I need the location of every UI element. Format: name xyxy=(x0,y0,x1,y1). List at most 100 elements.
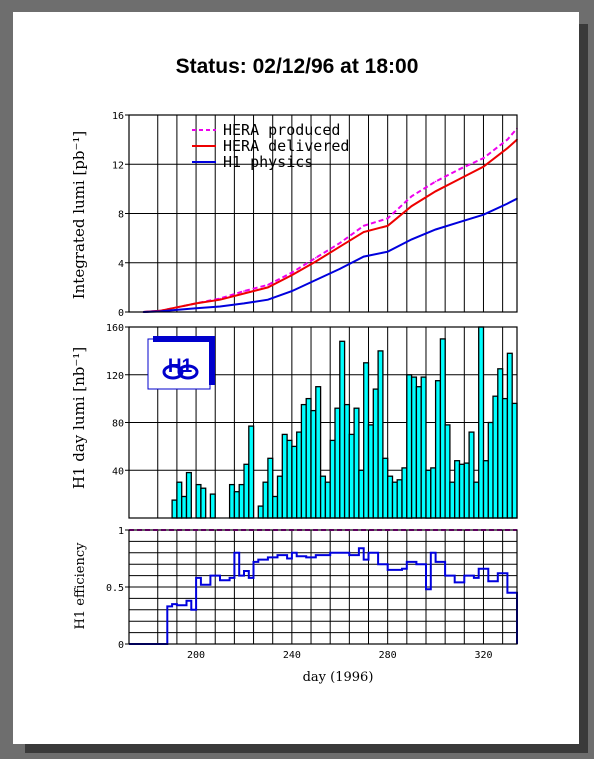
day-lumi-bar xyxy=(228,483,236,519)
day-lumi-bar xyxy=(377,350,384,519)
series-point xyxy=(506,202,509,205)
panel-3-y-tick-label: 0 xyxy=(118,640,124,651)
x-tick-label: 240 xyxy=(283,650,301,661)
day-lumi-bar xyxy=(458,463,465,519)
series-point xyxy=(219,305,221,308)
series-point xyxy=(506,138,509,141)
day-lumi-bar xyxy=(181,495,188,519)
legend: HERA produced HERA delivered H1 physics xyxy=(192,121,349,171)
series-point xyxy=(243,302,245,305)
panel2-ylabel: H1 day lumi [nb⁻¹] xyxy=(70,347,88,489)
series-point xyxy=(171,309,173,312)
day-lumi-bar xyxy=(492,395,499,519)
h1-logo-text: H1 xyxy=(168,356,193,377)
day-lumi-bar xyxy=(238,483,245,519)
series-point xyxy=(434,180,437,183)
series-point xyxy=(315,257,317,259)
day-lumi-bar xyxy=(281,433,288,519)
h1-logo-ring-left xyxy=(162,364,184,380)
series-point xyxy=(434,190,437,193)
series-point xyxy=(506,147,509,149)
day-lumi-bar xyxy=(449,481,456,519)
series-point xyxy=(482,157,485,159)
efficiency-step-line xyxy=(129,547,518,645)
series-point xyxy=(171,307,173,310)
legend-label-hera-delivered: HERA delivered xyxy=(223,137,349,155)
day-lumi-bar xyxy=(262,481,269,519)
day-lumi-bar xyxy=(286,439,293,519)
day-lumi-bar xyxy=(501,397,509,519)
series-point xyxy=(339,242,341,244)
series-point xyxy=(243,290,245,292)
series-point xyxy=(362,225,365,227)
series-point xyxy=(267,284,269,286)
day-lumi-bar xyxy=(176,481,183,519)
series-point xyxy=(386,225,389,227)
h1-logo-frame xyxy=(147,338,211,390)
series-point xyxy=(267,286,269,289)
page-shadow-bottom xyxy=(25,744,588,753)
day-lumi-bar xyxy=(387,475,394,519)
panel-2-y-tick-label: 80 xyxy=(112,419,124,430)
series-point xyxy=(482,165,485,168)
day-lumi-bar xyxy=(410,376,418,519)
panel-1-y-tick-label: 8 xyxy=(118,210,124,221)
day-lumi-bar xyxy=(468,431,475,519)
day-lumi-bar xyxy=(454,460,461,519)
day-lumi-bar xyxy=(444,424,451,519)
day-lumi-bar xyxy=(358,469,365,519)
panel-1-y-tick-label: 0 xyxy=(118,308,124,319)
panel-2-y-tick-label: 40 xyxy=(112,466,124,477)
day-lumi-bar xyxy=(506,352,513,519)
day-lumi-bar xyxy=(415,386,422,519)
day-lumi-bar xyxy=(353,407,360,519)
day-lumi-bar xyxy=(430,467,437,519)
day-lumi-bar xyxy=(300,403,307,519)
series-point xyxy=(482,213,485,216)
day-lumi-bar xyxy=(372,388,379,519)
day-lumi-bar xyxy=(497,368,504,519)
panel1-ylabel: Integrated lumi [pb⁻¹] xyxy=(70,131,88,300)
day-lumi-bar xyxy=(209,493,216,519)
series-point xyxy=(410,195,413,198)
series-point xyxy=(434,228,437,231)
x-axis-label: day (1996) xyxy=(303,670,374,685)
day-lumi-bar xyxy=(329,439,336,519)
day-lumi-bar xyxy=(276,475,283,519)
day-lumi-bar xyxy=(420,376,427,519)
day-lumi-bar xyxy=(248,425,255,519)
series-point xyxy=(458,168,461,170)
page-shadow-right xyxy=(579,24,588,752)
day-lumi-bar xyxy=(334,407,341,519)
day-lumi-bar xyxy=(406,374,413,519)
day-lumi-bar xyxy=(267,457,274,519)
day-lumi-bar xyxy=(348,433,355,519)
day-lumi-bar xyxy=(195,483,202,519)
series-point xyxy=(362,231,365,233)
day-lumi-bar xyxy=(401,467,408,519)
day-lumi-bar xyxy=(396,479,403,519)
day-lumi-bar xyxy=(434,380,442,519)
panel-3-y-tick-label: 0.5 xyxy=(106,583,124,594)
series-point xyxy=(410,205,413,207)
day-lumi-bar xyxy=(243,463,250,519)
h1-logo-bracket xyxy=(153,336,215,385)
series-point xyxy=(362,255,365,258)
day-lumi-bar xyxy=(511,402,518,519)
series-point xyxy=(339,268,341,270)
series-point xyxy=(386,217,389,220)
day-lumi-bar xyxy=(324,481,331,519)
legend-label-hera-produced: HERA produced xyxy=(223,121,340,139)
day-lumi-bar xyxy=(200,487,207,519)
day-lumi-bar xyxy=(171,499,178,519)
panel-1-y-tick-label: 16 xyxy=(112,111,124,122)
day-lumi-bar xyxy=(482,460,489,519)
day-lumi-bar xyxy=(272,495,279,519)
day-lumi-bar xyxy=(305,397,312,519)
series-point xyxy=(291,274,293,276)
x-tick-label: 280 xyxy=(379,650,397,661)
day-lumi-bar xyxy=(339,340,346,519)
x-tick-label: 200 xyxy=(187,650,205,661)
day-lumi-bar xyxy=(367,424,374,519)
